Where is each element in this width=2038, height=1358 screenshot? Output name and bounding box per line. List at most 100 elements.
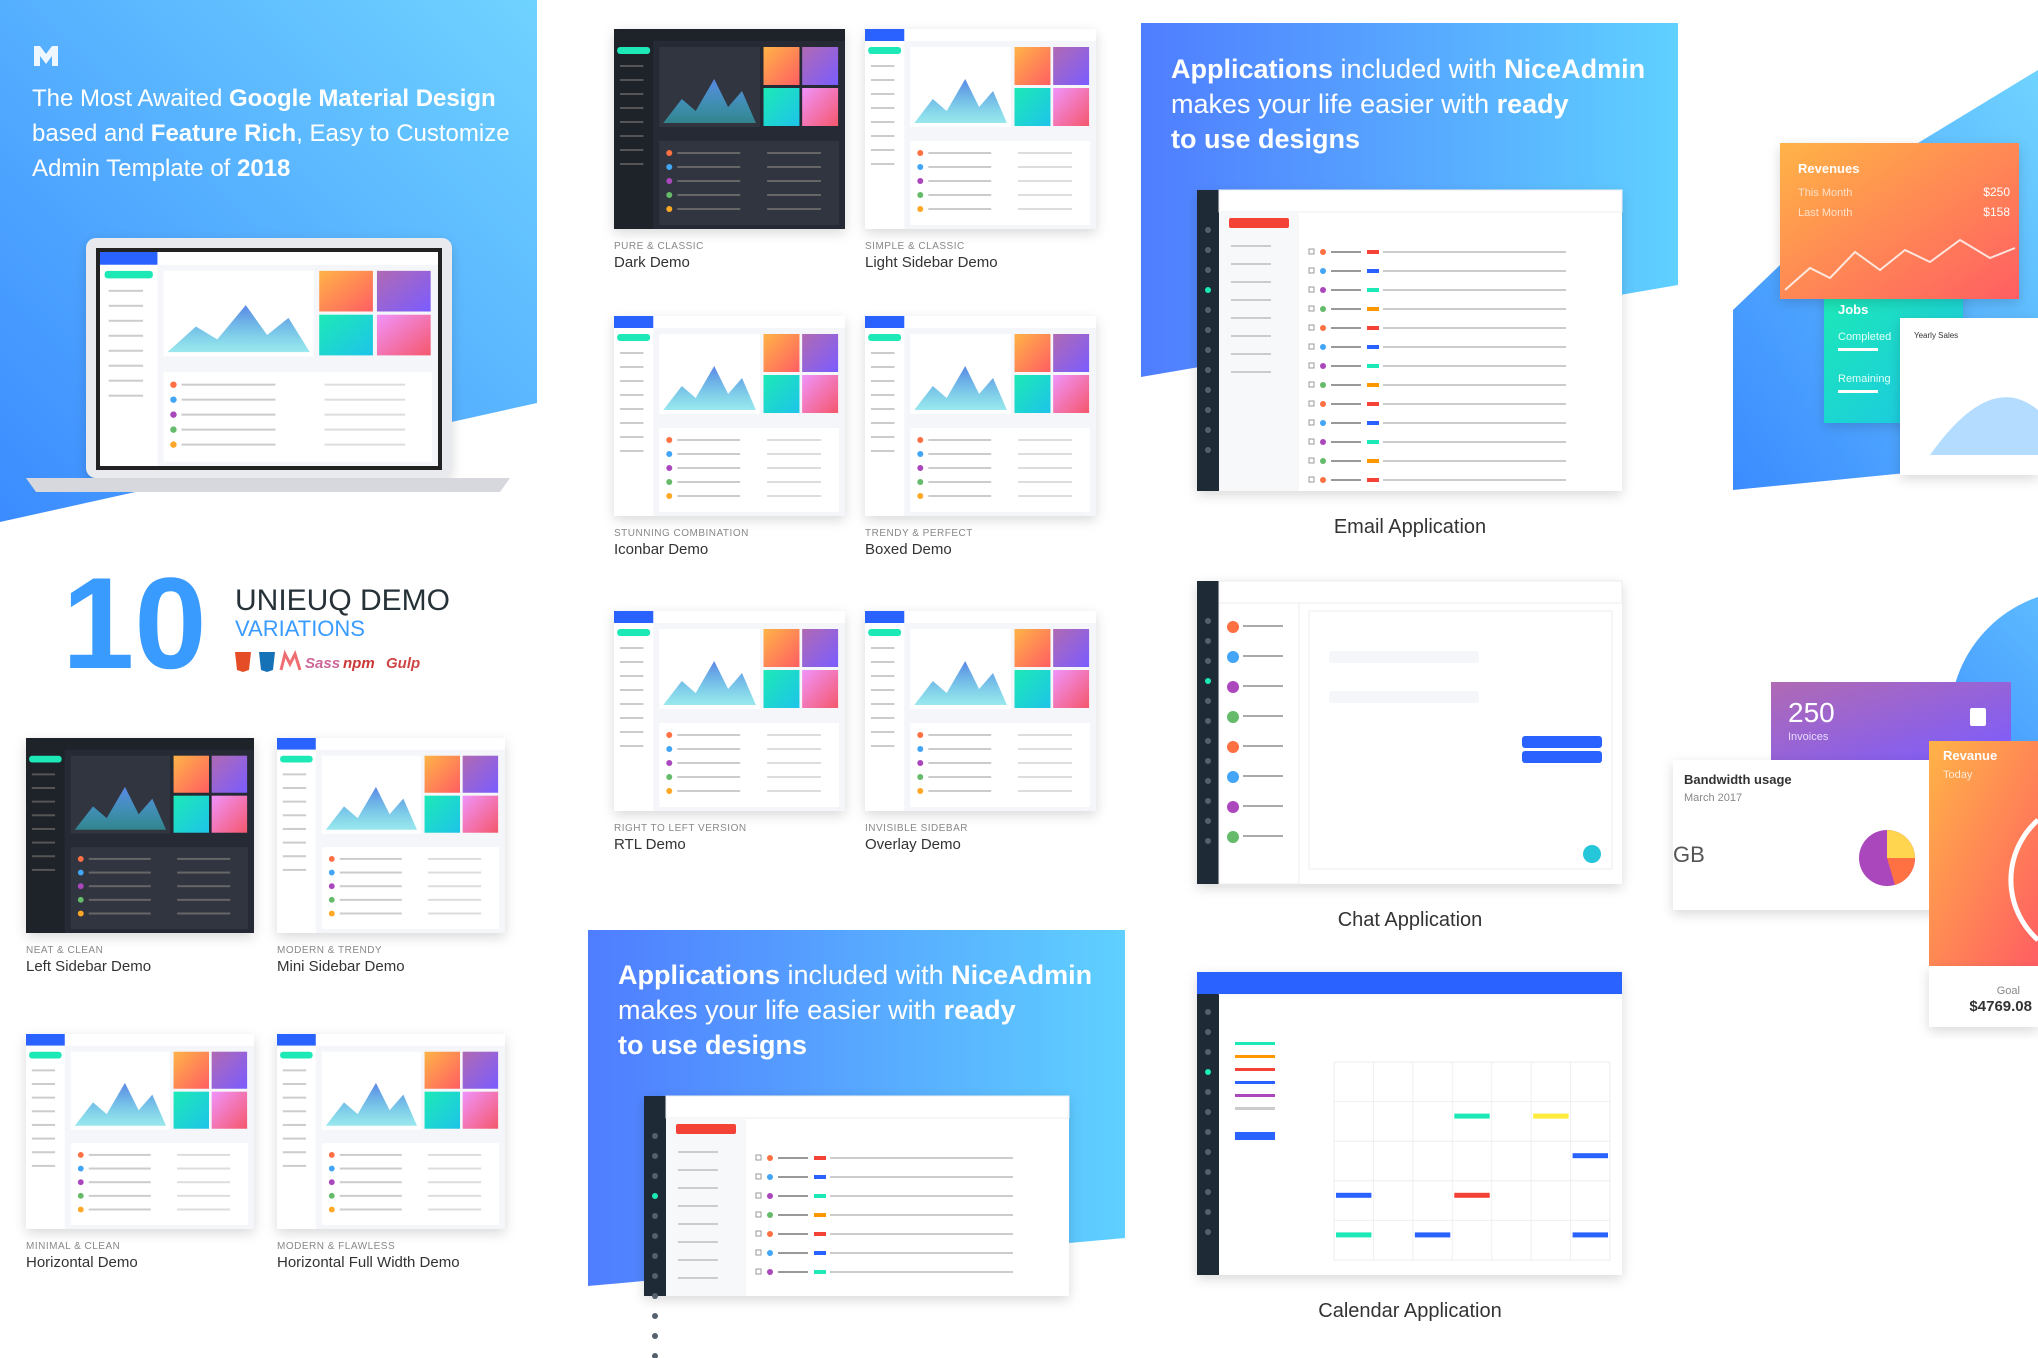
tech-label: npm xyxy=(343,655,375,672)
row-line xyxy=(677,467,741,469)
folder xyxy=(1231,299,1271,301)
row-line xyxy=(1018,152,1073,154)
folder xyxy=(678,1205,718,1207)
avatar xyxy=(917,437,924,443)
menu-item xyxy=(870,394,895,396)
demo-name: Iconbar Demo xyxy=(614,541,708,558)
icon xyxy=(652,1333,658,1339)
card xyxy=(70,1143,248,1226)
icon xyxy=(1205,758,1211,764)
avatar xyxy=(328,855,335,862)
row-line xyxy=(181,413,276,416)
check xyxy=(755,1211,762,1218)
row-line xyxy=(928,194,992,196)
check xyxy=(755,1173,762,1180)
tile xyxy=(319,314,373,356)
check xyxy=(755,1230,762,1237)
avatar xyxy=(77,855,84,862)
tile xyxy=(376,270,431,312)
area-chart xyxy=(1930,397,2038,455)
check xyxy=(1308,476,1315,483)
tile xyxy=(1014,670,1051,708)
tile xyxy=(424,1091,461,1129)
avatar xyxy=(666,746,673,752)
tile xyxy=(1014,88,1051,126)
tile xyxy=(802,88,839,126)
row-line xyxy=(177,1208,231,1211)
banner-line: to use designs xyxy=(618,1030,807,1060)
avatar xyxy=(328,1206,335,1213)
folder xyxy=(1231,317,1271,319)
menu-item xyxy=(870,149,895,151)
hero-line: based and Feature Rich, Easy to Customiz… xyxy=(32,120,510,147)
name xyxy=(1243,835,1283,837)
tile xyxy=(1053,47,1090,85)
card xyxy=(659,428,839,512)
btn xyxy=(1235,1132,1275,1140)
avatar xyxy=(170,426,177,433)
menu-item xyxy=(619,661,644,663)
label xyxy=(1367,421,1379,425)
row-line xyxy=(928,495,992,497)
topbar-accent xyxy=(865,611,905,623)
menu-active xyxy=(29,1051,62,1059)
row-line xyxy=(767,180,822,182)
folder xyxy=(678,1151,718,1153)
label xyxy=(814,1213,826,1217)
row-line xyxy=(88,857,151,860)
subject xyxy=(830,1157,1013,1159)
subject xyxy=(1383,270,1566,272)
logo xyxy=(34,46,58,66)
row-line xyxy=(428,1181,482,1184)
text-run: NiceAdmin xyxy=(951,960,1092,990)
menu-item xyxy=(619,366,644,368)
row-line xyxy=(177,898,231,901)
label xyxy=(814,1270,826,1274)
avatar xyxy=(1320,401,1326,407)
sender xyxy=(1331,460,1361,462)
row-line xyxy=(88,1208,151,1211)
name xyxy=(1243,745,1283,747)
avatar xyxy=(328,896,335,903)
row-line xyxy=(339,871,402,874)
row-line xyxy=(928,762,992,764)
menu-item xyxy=(31,1110,56,1113)
text-run: , Easy to Customize xyxy=(296,120,509,147)
name xyxy=(1243,625,1283,627)
bubble xyxy=(1329,651,1479,663)
menu-item xyxy=(282,814,307,817)
banner-line: makes your life easier with ready xyxy=(1171,89,1569,119)
avatar xyxy=(1320,344,1326,350)
app-name: Chat Application xyxy=(1338,909,1483,931)
row-line xyxy=(1018,453,1073,455)
avatar xyxy=(917,178,924,184)
row-line xyxy=(88,1181,151,1184)
icon xyxy=(1205,327,1211,333)
cal-event xyxy=(1454,1192,1490,1198)
subject xyxy=(1383,441,1566,443)
text-run: based and xyxy=(32,120,151,147)
avatar xyxy=(917,150,924,156)
avatar xyxy=(917,206,924,212)
menu-item xyxy=(282,800,307,803)
menu-item xyxy=(31,855,56,858)
screenshot xyxy=(26,1034,254,1229)
widget-label: Remaining xyxy=(1838,373,1891,385)
sender xyxy=(778,1176,808,1178)
tile xyxy=(173,795,210,833)
send xyxy=(1583,845,1601,863)
menu-item xyxy=(870,79,895,81)
icon xyxy=(1205,678,1211,684)
card xyxy=(163,371,432,462)
icon xyxy=(1205,1009,1211,1015)
row-line xyxy=(677,762,741,764)
text-run: makes your life easier with xyxy=(618,995,944,1025)
row-line xyxy=(88,1153,151,1156)
icon xyxy=(1205,718,1211,724)
row-line xyxy=(767,439,822,441)
tile xyxy=(802,334,839,372)
icon xyxy=(1205,1149,1211,1155)
check xyxy=(1308,267,1315,274)
row-line xyxy=(177,1181,231,1184)
row-line xyxy=(928,208,992,210)
